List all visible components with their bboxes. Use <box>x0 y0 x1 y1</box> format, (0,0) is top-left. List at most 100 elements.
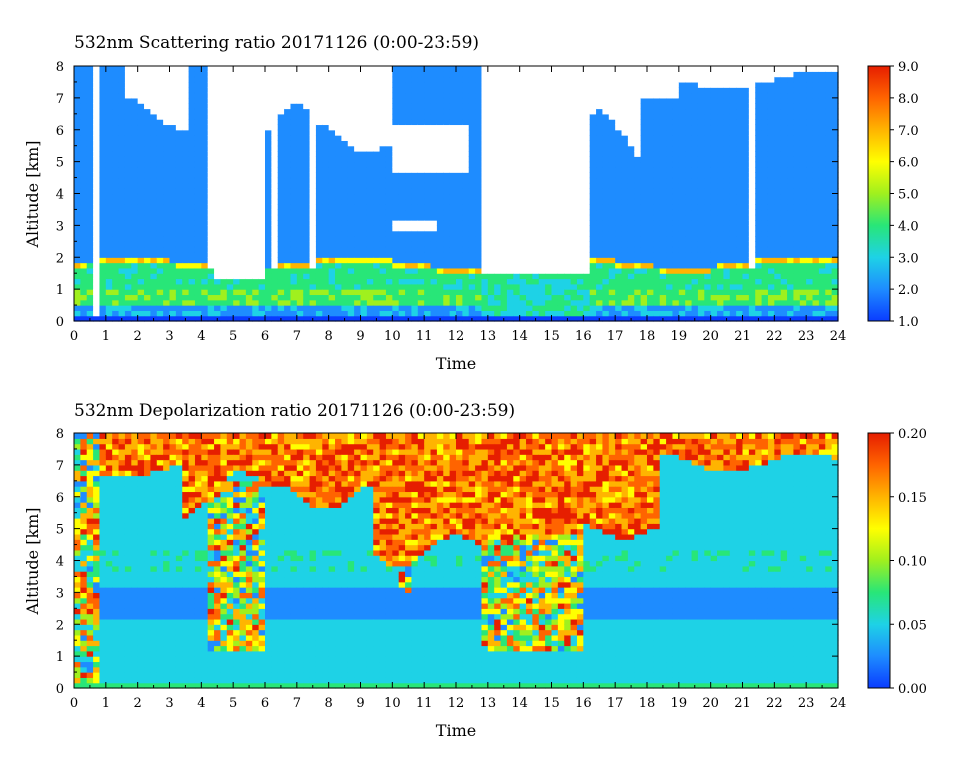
heatmap-cell <box>220 225 228 232</box>
heatmap-cell <box>150 113 158 120</box>
heatmap-cell <box>468 278 476 285</box>
heatmap-cell <box>526 87 533 94</box>
heatmap-cell <box>430 124 438 131</box>
heatmap-cell <box>405 166 413 173</box>
heatmap-cell <box>589 81 597 88</box>
heatmap-cell <box>182 305 190 311</box>
heatmap-cell <box>468 214 476 221</box>
heatmap-cell <box>564 113 572 120</box>
heatmap-cell <box>526 113 533 120</box>
heatmap-cell <box>570 299 578 306</box>
heatmap-cell <box>436 87 444 94</box>
heatmap-cell <box>258 151 266 157</box>
heatmap-cell <box>462 193 470 200</box>
heatmap-cell <box>666 166 674 173</box>
heatmap-cell <box>666 182 674 189</box>
heatmap-cell <box>385 103 393 110</box>
heatmap-cell <box>315 267 323 274</box>
heatmap-cell <box>462 246 470 253</box>
heatmap-cell <box>621 166 629 173</box>
heatmap-cell <box>589 188 597 195</box>
heatmap-cell <box>277 182 285 189</box>
heatmap-cell <box>131 289 139 296</box>
heatmap-cell <box>481 236 489 242</box>
heatmap-cell <box>335 273 342 280</box>
heatmap-cell <box>105 262 113 269</box>
heatmap-cell <box>647 278 654 285</box>
heatmap-cell <box>366 71 374 78</box>
heatmap-cell <box>551 305 559 311</box>
heatmap-cell <box>182 193 190 200</box>
heatmap-cell <box>557 108 565 115</box>
heatmap-cell <box>723 225 731 232</box>
heatmap-cell <box>551 262 559 269</box>
heatmap-cell <box>576 92 584 99</box>
heatmap-cell <box>596 267 604 274</box>
heatmap-cell <box>252 220 260 226</box>
heatmap-cell <box>475 289 483 296</box>
heatmap-cell <box>723 156 731 163</box>
heatmap-cell <box>500 289 508 296</box>
heatmap-cell <box>182 241 190 248</box>
heatmap-cell <box>303 129 311 136</box>
heatmap-cell <box>526 166 533 173</box>
heatmap-cell <box>99 166 107 173</box>
heatmap-cell <box>226 230 234 237</box>
heatmap-cell <box>398 81 406 88</box>
heatmap-cell <box>691 188 699 195</box>
heatmap-cell <box>99 113 107 120</box>
heatmap-cell <box>417 315 425 322</box>
heatmap-cell <box>118 172 126 179</box>
heatmap-cell <box>80 315 88 322</box>
heatmap-cell <box>417 76 425 83</box>
heatmap-cell <box>576 204 584 211</box>
heatmap-cell <box>124 87 132 94</box>
heatmap-cell <box>175 124 183 131</box>
heatmap-cell <box>379 315 387 322</box>
heatmap-cell <box>354 283 362 290</box>
heatmap-cell <box>239 145 247 152</box>
heatmap-cell <box>487 177 495 184</box>
heatmap-cell <box>265 135 272 141</box>
heatmap-cell <box>163 193 171 200</box>
heatmap-cell <box>405 113 413 120</box>
heatmap-cell <box>207 182 215 189</box>
heatmap-cell <box>385 66 393 72</box>
heatmap-cell <box>354 156 362 163</box>
heatmap-cell <box>576 225 584 232</box>
heatmap-cell <box>366 251 374 258</box>
heatmap-cell <box>417 299 425 306</box>
heatmap-cell <box>105 257 113 264</box>
heatmap-cell <box>379 119 387 126</box>
heatmap-cell <box>144 273 151 280</box>
heatmap-cell <box>615 305 623 311</box>
heatmap-cell <box>277 236 285 242</box>
heatmap-cell <box>513 310 521 317</box>
heatmap-cell <box>252 299 260 306</box>
heatmap-cell <box>296 257 304 264</box>
heatmap-cell <box>163 119 171 126</box>
heatmap-cell <box>169 177 177 184</box>
heatmap-cell <box>163 198 171 205</box>
heatmap-cell <box>80 135 88 141</box>
heatmap-cell <box>608 236 616 242</box>
heatmap-cell <box>201 140 209 147</box>
heatmap-cell <box>328 310 336 317</box>
heatmap-cell <box>74 161 81 168</box>
heatmap-cell <box>303 230 311 237</box>
heatmap-cell <box>672 113 680 120</box>
heatmap-cell <box>424 177 432 184</box>
heatmap-cell <box>175 262 183 269</box>
heatmap-cell <box>296 193 304 200</box>
heatmap-cell <box>666 140 674 147</box>
heatmap-cell <box>583 97 591 104</box>
heatmap-cell <box>723 299 731 306</box>
heatmap-cell <box>207 267 215 274</box>
heatmap-cell <box>392 172 400 179</box>
heatmap-cell <box>99 66 107 72</box>
heatmap-cell <box>175 177 183 184</box>
heatmap-cell <box>672 294 680 301</box>
heatmap-cell <box>583 289 591 296</box>
heatmap-cell <box>252 225 260 232</box>
heatmap-cell <box>265 145 272 152</box>
